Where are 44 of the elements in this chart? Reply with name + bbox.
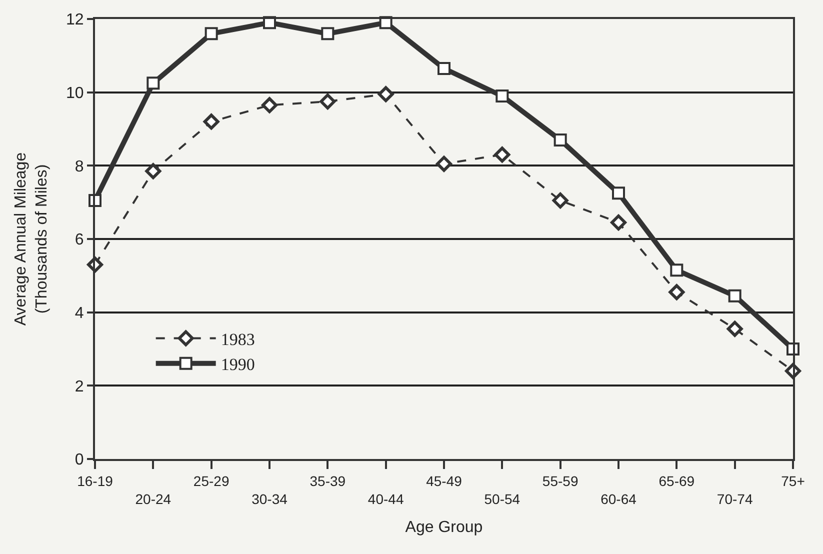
point <box>204 27 218 40</box>
point <box>726 320 743 337</box>
y-tick-label: 0 <box>74 452 84 469</box>
x-tick-label: 60-64 <box>600 491 637 507</box>
point <box>496 90 509 102</box>
point <box>203 114 220 130</box>
x-tick-label: 45-49 <box>426 472 462 489</box>
y-tick-label: 4 <box>74 304 84 322</box>
point <box>145 163 162 180</box>
x-tick-label: 65-69 <box>658 472 695 489</box>
y-axis-title: Average Annual Mileage (Thousands of Miles) <box>12 152 50 326</box>
point <box>320 94 336 110</box>
y-tick-label: 8 <box>74 158 84 176</box>
point <box>438 62 450 75</box>
legend-label: 1983 <box>220 330 255 349</box>
point <box>554 134 567 146</box>
y-tick-label: 10 <box>66 84 84 102</box>
point <box>552 192 568 208</box>
x-tick-label: 75+ <box>781 472 805 489</box>
point <box>436 156 452 172</box>
x-tick-label: 40-44 <box>368 491 404 507</box>
point <box>670 264 684 277</box>
point <box>262 97 278 114</box>
legend-label: 1990 <box>220 354 255 374</box>
x-tick-label: 55-59 <box>542 472 578 489</box>
point <box>146 76 160 90</box>
x-tick-label: 30-34 <box>252 491 288 507</box>
point <box>612 186 625 200</box>
x-tick-label: 35-39 <box>310 472 346 489</box>
point <box>610 214 626 230</box>
point <box>378 86 394 102</box>
x-axis-title: Age Group <box>405 519 483 536</box>
point <box>321 27 334 40</box>
x-tick-label: 16-19 <box>77 472 114 489</box>
y-tick-label: 6 <box>74 232 84 249</box>
point <box>668 284 685 300</box>
y-tick-label: 12 <box>66 12 84 29</box>
x-tick-label: 20-24 <box>135 491 172 507</box>
point <box>728 289 742 302</box>
x-tick-label: 70-74 <box>716 491 753 507</box>
x-tick-label: 50-54 <box>484 491 520 507</box>
point <box>494 146 510 163</box>
x-tick-label: 25-29 <box>193 472 230 489</box>
y-tick-label: 2 <box>74 378 84 396</box>
